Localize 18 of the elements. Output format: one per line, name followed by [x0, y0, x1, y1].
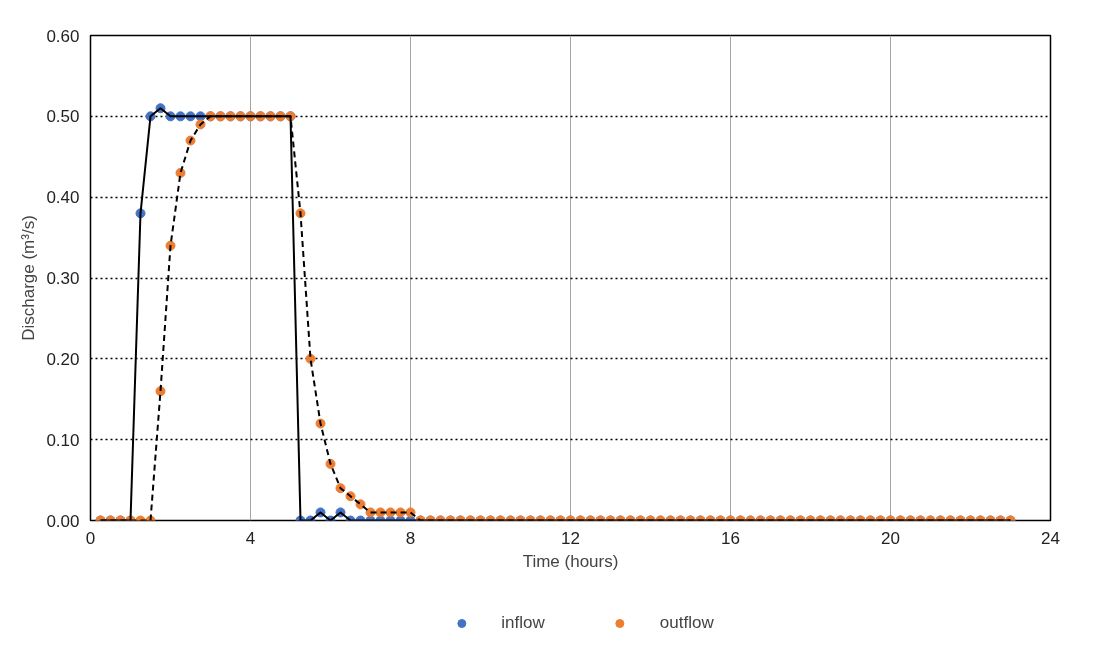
- x-tick-label: 20: [881, 528, 900, 548]
- y-tick-label: 0.40: [46, 188, 80, 208]
- y-axis-title: Discharge (m³/s): [19, 215, 39, 341]
- y-tick-label: 0.50: [46, 107, 80, 127]
- legend-label: inflow: [501, 612, 545, 633]
- x-tick-label: 24: [1041, 528, 1060, 548]
- y-tick-label: 0.20: [46, 349, 80, 369]
- x-axis-title: Time (hours): [522, 551, 619, 571]
- legend-label: outflow: [659, 612, 714, 633]
- y-tick-label: 0.30: [46, 269, 80, 288]
- y-tick-label: 0.60: [46, 26, 80, 46]
- x-tick-label: 0: [85, 528, 96, 548]
- x-tick-label: 12: [561, 528, 580, 548]
- x-tick-label: 16: [721, 528, 740, 548]
- x-tick-label: 4: [245, 528, 256, 548]
- x-tick-label: 8: [405, 528, 416, 548]
- y-tick-label: 0.00: [46, 511, 80, 531]
- y-tick-label: 0.10: [46, 430, 80, 450]
